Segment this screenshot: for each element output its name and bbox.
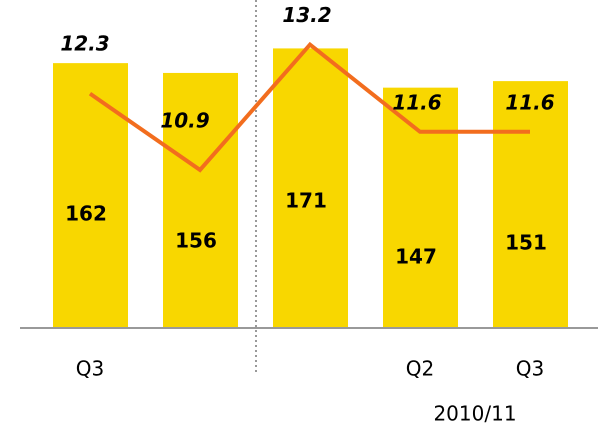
bar xyxy=(163,72,238,328)
bar-label: 147 xyxy=(395,245,437,269)
x-tick-label: Q3 xyxy=(516,357,544,381)
bar xyxy=(53,63,128,328)
line-label: 13.2 xyxy=(282,3,331,27)
bar xyxy=(273,48,348,328)
line-label: 11.6 xyxy=(392,90,441,114)
line xyxy=(88,41,530,173)
bar-label: 162 xyxy=(65,202,107,226)
x-tick-label: Q3 xyxy=(76,357,104,381)
x-tick-label: Q2 xyxy=(406,357,434,381)
line-label: 11.6 xyxy=(505,90,554,114)
bar-label: 171 xyxy=(285,189,327,213)
bar-label: 156 xyxy=(175,229,217,253)
line-label: 12.3 xyxy=(60,32,109,56)
annotation: 2010/11 xyxy=(433,402,516,426)
bar-label: 151 xyxy=(505,231,547,255)
line-label: 10.9 xyxy=(160,108,209,132)
bar xyxy=(493,81,568,329)
bar xyxy=(383,87,458,328)
